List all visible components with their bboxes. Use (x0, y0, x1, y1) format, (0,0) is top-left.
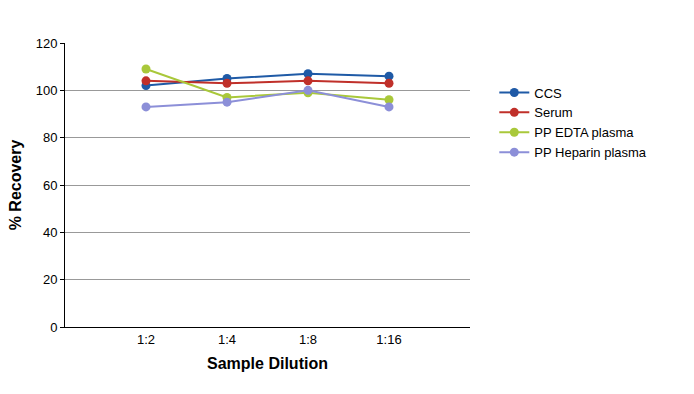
svg-text:120: 120 (36, 36, 58, 51)
svg-text:CCS: CCS (534, 86, 562, 101)
svg-text:1:2: 1:2 (137, 332, 155, 347)
svg-text:PP EDTA plasma: PP EDTA plasma (534, 125, 634, 140)
svg-text:0: 0 (50, 320, 57, 335)
svg-text:1:16: 1:16 (376, 332, 401, 347)
svg-text:80: 80 (43, 130, 57, 145)
svg-text:1:8: 1:8 (299, 332, 317, 347)
svg-text:20: 20 (43, 272, 57, 287)
svg-text:60: 60 (43, 178, 57, 193)
svg-text:PP Heparin plasma: PP Heparin plasma (534, 145, 647, 160)
svg-text:Sample Dilution: Sample Dilution (207, 355, 328, 372)
svg-text:100: 100 (36, 83, 58, 98)
svg-text:40: 40 (43, 225, 57, 240)
svg-text:% Recovery: % Recovery (7, 140, 24, 231)
svg-text:Serum: Serum (534, 105, 572, 120)
svg-text:1:4: 1:4 (218, 332, 236, 347)
